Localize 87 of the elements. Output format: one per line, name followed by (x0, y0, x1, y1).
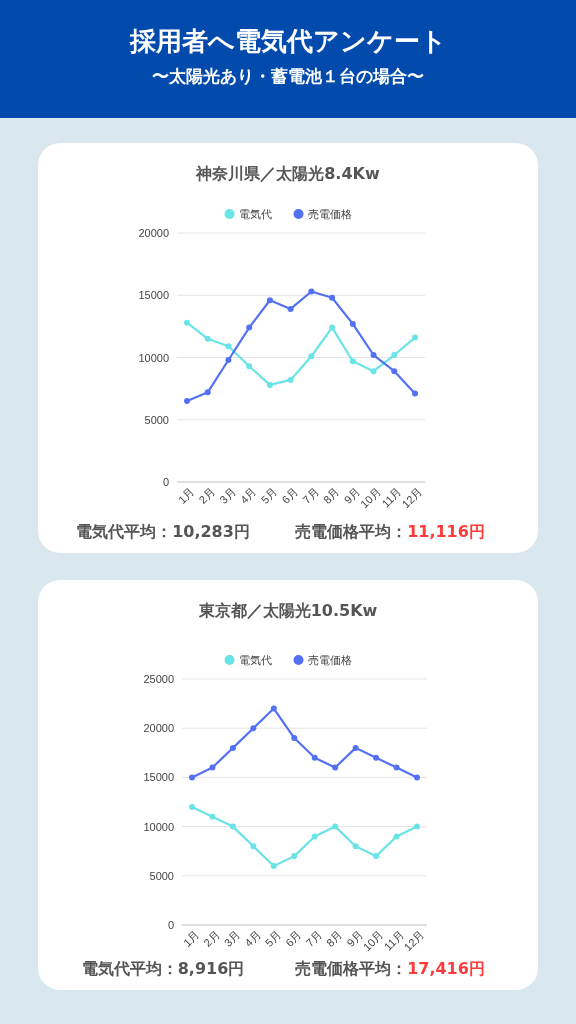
legend-label: 売電価格 (307, 653, 352, 667)
point (349, 358, 356, 365)
point (291, 853, 298, 860)
x-tick-label: 6月 (283, 928, 304, 949)
x-tick-label: 8月 (320, 485, 342, 506)
point (229, 744, 236, 751)
point (370, 352, 377, 359)
point (250, 725, 257, 732)
legend-label: 電気代 (238, 653, 272, 667)
point (412, 390, 418, 397)
point (209, 764, 216, 771)
y-tick-label: 15000 (143, 771, 174, 784)
point (414, 774, 420, 781)
point (225, 356, 232, 363)
y-tick-label: 10000 (143, 820, 174, 833)
x-tick-label: 3月 (217, 485, 238, 506)
point (391, 368, 398, 375)
point (393, 764, 400, 771)
point (287, 376, 294, 383)
point (189, 803, 195, 810)
point (246, 363, 253, 370)
x-tick-label: 6月 (279, 485, 301, 506)
text: 電気代平均：10,283円 (76, 522, 250, 541)
point (270, 862, 277, 869)
point (311, 754, 318, 761)
y-tick-label: 0 (162, 476, 169, 489)
point (391, 352, 398, 359)
point (184, 398, 190, 405)
point (229, 823, 236, 830)
point (349, 320, 356, 327)
x-tick-label: 4月 (238, 485, 259, 506)
point (291, 735, 298, 742)
point (311, 833, 318, 840)
text: 売電価格平均：11,116円 (295, 522, 485, 541)
x-tick-label: 4月 (242, 928, 263, 949)
legend-label: 売電価格 (307, 207, 352, 221)
point (329, 324, 336, 331)
point (393, 833, 400, 840)
chart-title: 神奈川県／太陽光8.4Kw (195, 164, 380, 183)
point (308, 288, 315, 295)
point (412, 334, 418, 341)
x-tick-label: 3月 (221, 928, 243, 949)
y-tick-label: 20000 (143, 722, 174, 735)
point (204, 335, 211, 342)
point (266, 381, 273, 388)
point (246, 324, 253, 331)
text: 売電価格平均：17,416円 (295, 959, 485, 978)
point (352, 843, 359, 850)
y-tick-label: 5000 (144, 413, 169, 426)
x-tick-label: 5月 (258, 485, 280, 506)
y-tick-label: 15000 (138, 289, 169, 302)
x-tick-label: 2月 (196, 485, 218, 506)
x-tick-label: 1月 (175, 485, 197, 506)
x-tick-label: 1月 (180, 928, 202, 949)
y-tick-label: 5000 (149, 869, 174, 882)
point (287, 305, 294, 312)
point (332, 764, 339, 771)
point (189, 774, 195, 781)
point (373, 754, 380, 761)
y-tick-label: 25000 (143, 673, 174, 686)
y-tick-label: 10000 (138, 351, 169, 364)
point (352, 744, 359, 751)
y-tick-label: 0 (167, 919, 174, 932)
point (332, 823, 339, 830)
text: 〜太陽光あり・蓄電池１台の場合〜 (152, 66, 424, 86)
legend-label: 電気代 (238, 207, 272, 221)
x-tick-label: 7月 (303, 928, 325, 949)
chart-title: 東京都／太陽光10.5Kw (197, 601, 378, 620)
point (204, 389, 211, 396)
x-tick-label: 5月 (262, 928, 284, 949)
x-tick-label: 8月 (324, 928, 345, 949)
point (270, 705, 277, 712)
point (266, 297, 273, 304)
text: 電気代平均：8,916円 (81, 959, 245, 978)
point (373, 853, 380, 860)
x-tick-label: 2月 (201, 928, 222, 949)
point (184, 319, 190, 326)
point (370, 368, 377, 375)
point (308, 353, 315, 360)
y-tick-label: 20000 (138, 227, 169, 240)
point (329, 294, 336, 301)
point (209, 813, 216, 820)
x-tick-label: 7月 (300, 485, 321, 506)
text: 採用者へ電気代アンケート (128, 26, 447, 56)
point (250, 843, 257, 850)
point (225, 343, 232, 350)
point (414, 823, 420, 830)
